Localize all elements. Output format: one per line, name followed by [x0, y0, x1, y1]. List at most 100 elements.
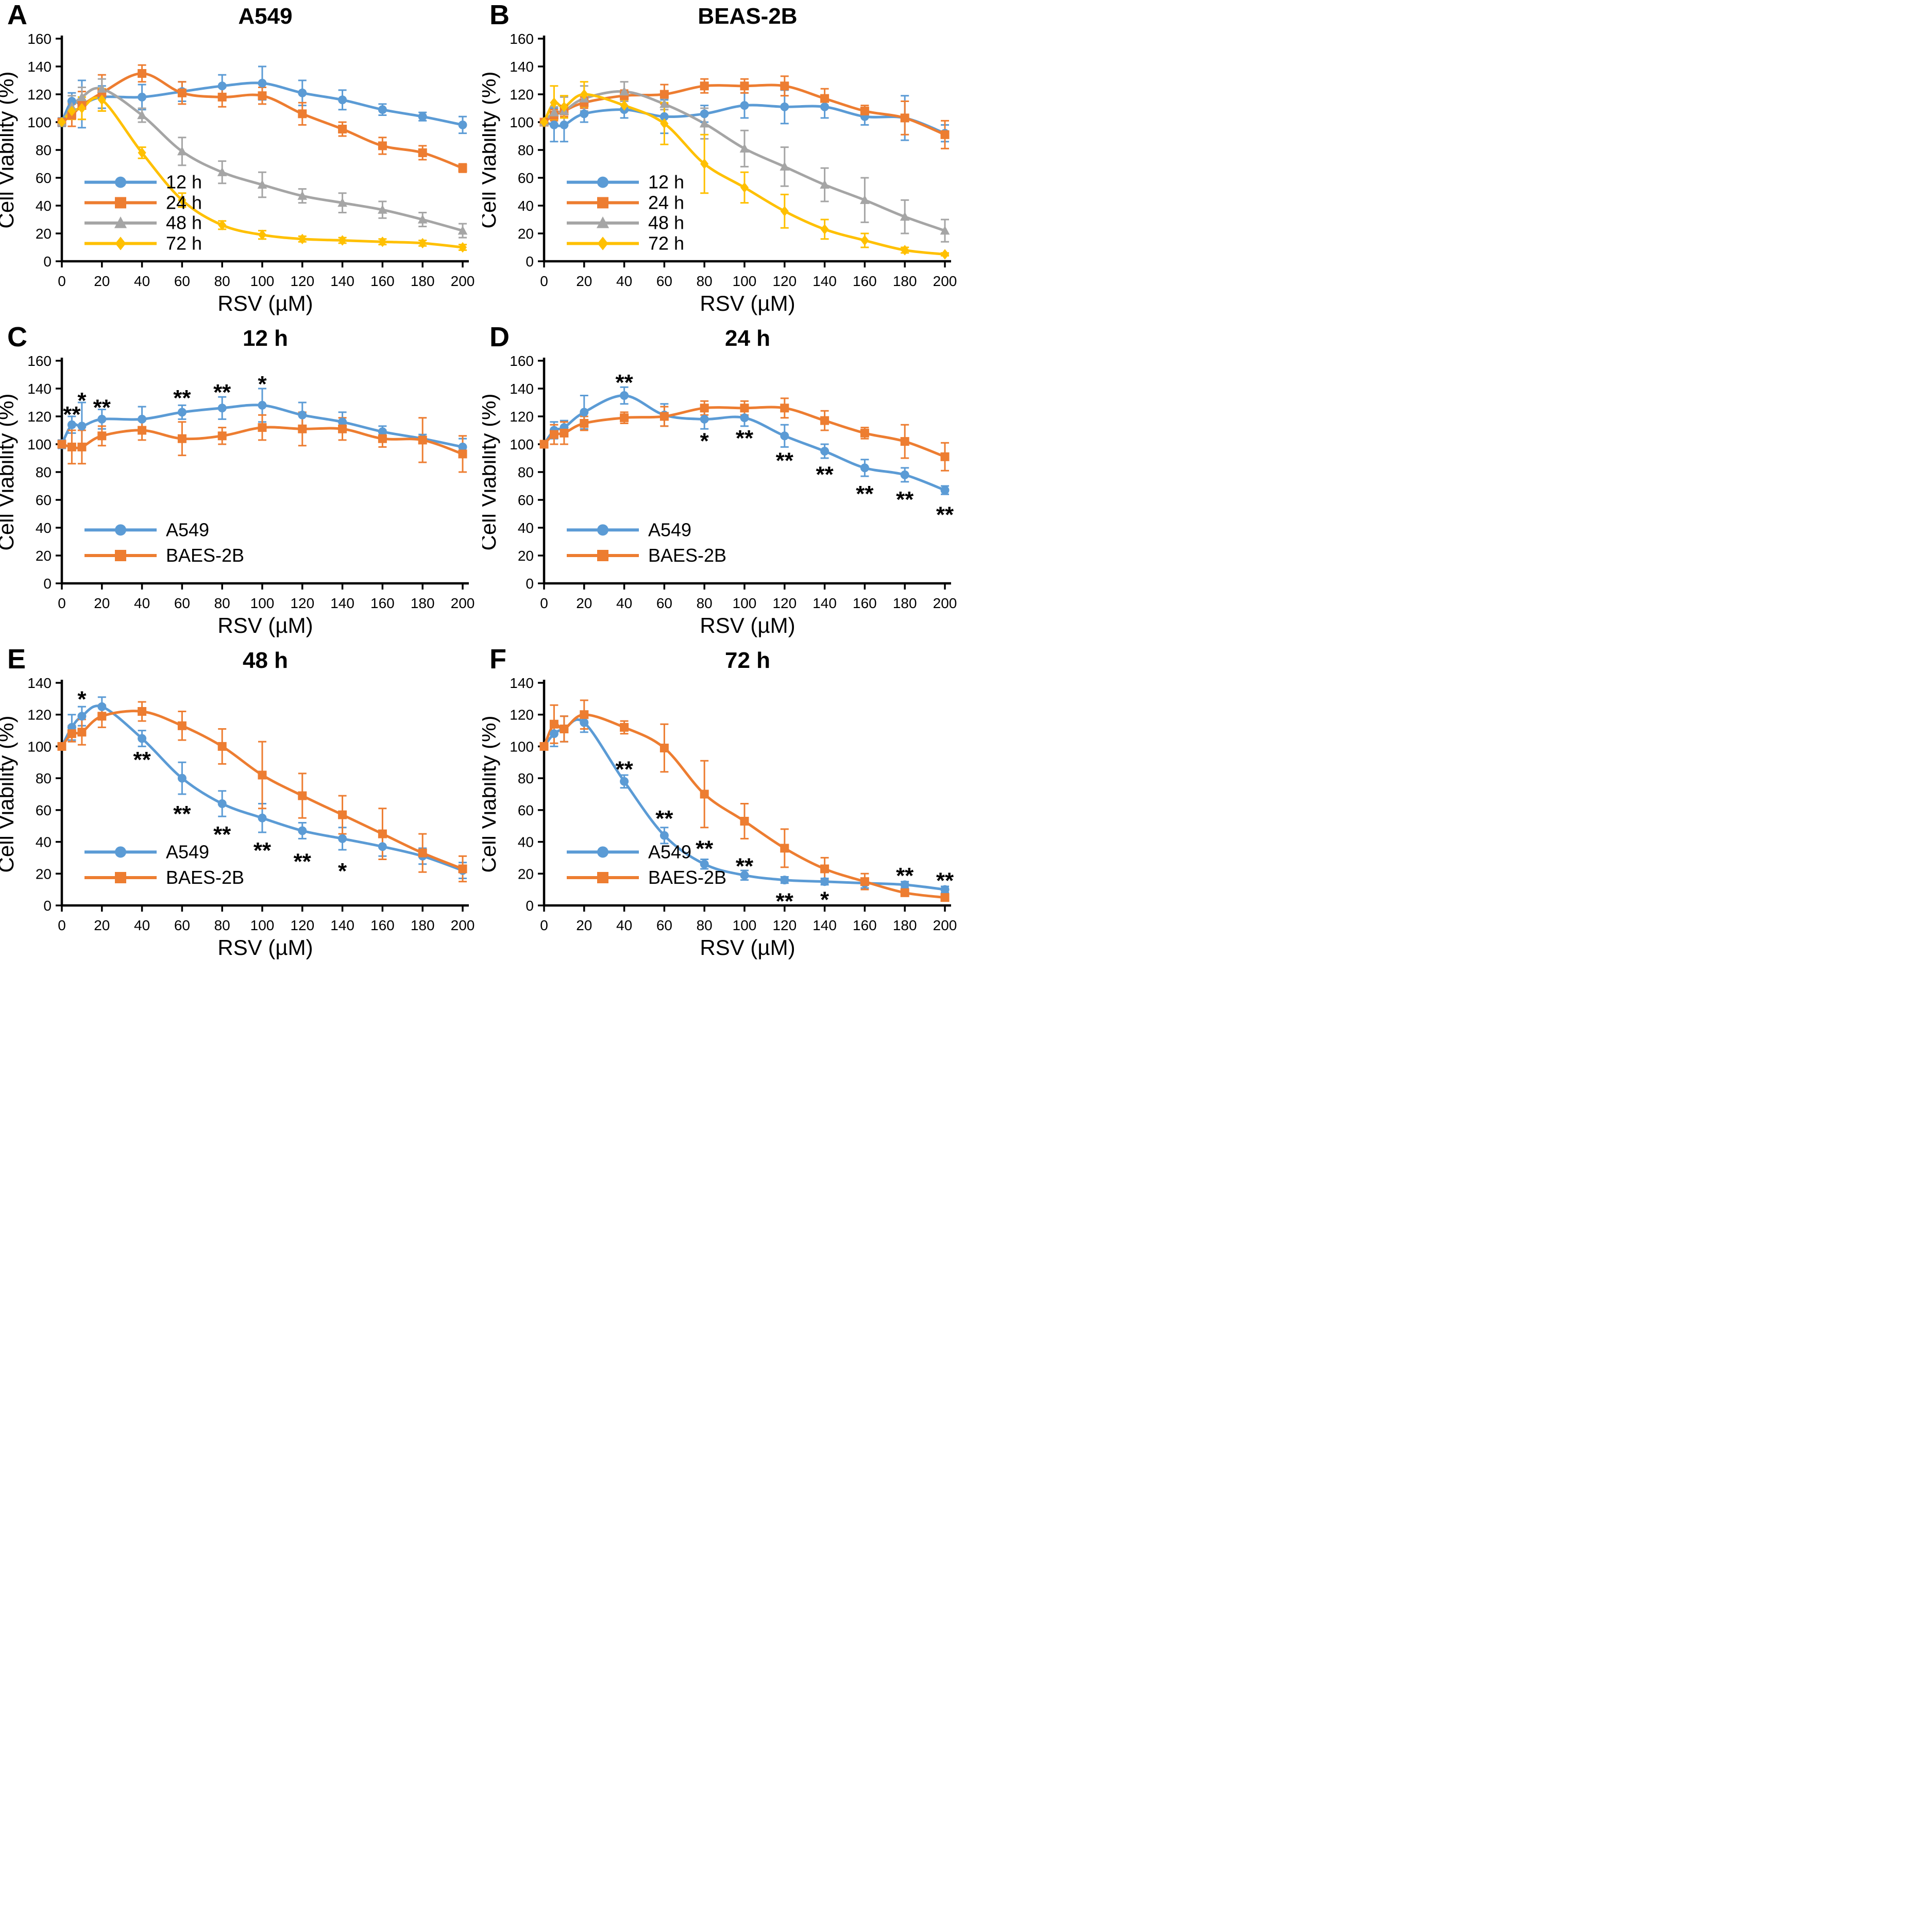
svg-text:0: 0	[43, 576, 52, 592]
svg-text:160: 160	[370, 917, 395, 933]
svg-text:140: 140	[27, 381, 52, 397]
svg-text:**: **	[736, 426, 754, 451]
svg-text:**: **	[936, 502, 954, 528]
svg-text:160: 160	[370, 273, 395, 289]
svg-text:**: **	[173, 385, 191, 411]
svg-text:80: 80	[214, 595, 230, 611]
svg-text:80: 80	[697, 595, 713, 611]
svg-text:**: **	[615, 370, 633, 395]
svg-text:100: 100	[250, 595, 275, 611]
svg-text:20: 20	[36, 226, 52, 242]
svg-text:40: 40	[134, 273, 150, 289]
svg-text:20: 20	[518, 866, 534, 882]
svg-text:0: 0	[43, 898, 52, 914]
svg-text:**: **	[696, 836, 714, 862]
svg-text:100: 100	[510, 436, 534, 452]
svg-text:60: 60	[518, 170, 534, 186]
svg-text:160: 160	[510, 31, 534, 47]
svg-text:**: **	[896, 863, 914, 888]
panel-letter: E	[7, 644, 26, 675]
svg-text:20: 20	[36, 866, 52, 882]
svg-text:A549: A549	[648, 841, 691, 862]
svg-text:80: 80	[518, 142, 534, 158]
panel-a549-timecourse: A A549 0 20 40 60 80 100 120 140 160 180 200 0 20 40 6…	[0, 0, 482, 322]
svg-text:**: **	[936, 868, 954, 894]
panel-24h-comparison: D 24 h 0 20 40 60 80 100 120 140 160 180 200 0 20 40 6…	[482, 322, 964, 644]
panel-letter: C	[7, 322, 27, 352]
svg-text:160: 160	[27, 31, 52, 47]
svg-text:BAES-2B: BAES-2B	[648, 867, 726, 888]
panel-12h-comparison: C 12 h 0 20 40 60 80 100 120 140 160 180 200 0 20 40 6…	[0, 322, 482, 644]
svg-text:180: 180	[893, 595, 917, 611]
svg-text:RSV (µM): RSV (µM)	[700, 613, 795, 637]
svg-text:12 h: 12 h	[648, 172, 684, 193]
svg-text:140: 140	[330, 917, 354, 933]
svg-text:**: **	[896, 487, 914, 512]
panel-title: 24 h	[724, 326, 771, 351]
svg-text:80: 80	[697, 917, 713, 933]
svg-text:40: 40	[518, 520, 534, 536]
svg-text:160: 160	[853, 595, 877, 611]
svg-text:40: 40	[616, 273, 632, 289]
svg-text:120: 120	[290, 273, 314, 289]
svg-text:120: 120	[27, 707, 52, 723]
svg-text:180: 180	[893, 273, 917, 289]
svg-text:180: 180	[411, 917, 435, 933]
svg-text:60: 60	[656, 917, 672, 933]
panel-title: 72 h	[724, 648, 771, 673]
svg-text:100: 100	[27, 114, 52, 130]
svg-text:**: **	[655, 806, 673, 831]
svg-text:40: 40	[36, 198, 52, 214]
svg-text:180: 180	[411, 595, 435, 611]
svg-text:**: **	[253, 838, 272, 863]
svg-text:12 h: 12 h	[166, 172, 202, 193]
svg-text:100: 100	[733, 595, 757, 611]
svg-text:48 h: 48 h	[648, 212, 684, 233]
svg-text:20: 20	[36, 548, 52, 564]
svg-text:RSV (µM): RSV (µM)	[700, 291, 795, 315]
svg-text:20: 20	[576, 595, 592, 611]
svg-text:RSV (µM): RSV (µM)	[217, 291, 313, 315]
svg-text:*: *	[820, 887, 829, 913]
svg-text:200: 200	[933, 917, 957, 933]
svg-text:80: 80	[36, 770, 52, 786]
panel-title: 48 h	[242, 648, 289, 673]
svg-text:120: 120	[27, 87, 52, 103]
svg-text:60: 60	[656, 273, 672, 289]
svg-text:80: 80	[697, 273, 713, 289]
svg-text:40: 40	[36, 834, 52, 850]
svg-text:60: 60	[36, 170, 52, 186]
svg-text:Cell Viability (%): Cell Viability (%)	[0, 716, 18, 873]
svg-text:80: 80	[36, 142, 52, 158]
svg-text:**: **	[856, 481, 874, 507]
svg-text:20: 20	[518, 226, 534, 242]
svg-text:BAES-2B: BAES-2B	[166, 867, 244, 888]
svg-text:140: 140	[812, 917, 837, 933]
svg-text:24 h: 24 h	[166, 192, 202, 213]
svg-text:**: **	[173, 801, 191, 827]
svg-text:**: **	[816, 462, 834, 487]
svg-text:100: 100	[510, 114, 534, 130]
svg-text:140: 140	[510, 59, 534, 75]
svg-text:200: 200	[933, 595, 957, 611]
svg-text:0: 0	[540, 917, 548, 933]
svg-text:**: **	[736, 854, 754, 879]
svg-text:80: 80	[518, 770, 534, 786]
svg-text:100: 100	[27, 436, 52, 452]
svg-text:140: 140	[27, 675, 52, 691]
svg-text:RSV (µM): RSV (µM)	[217, 613, 313, 637]
svg-text:*: *	[700, 429, 709, 454]
svg-text:**: **	[615, 757, 633, 782]
svg-text:60: 60	[518, 492, 534, 508]
panel-letter: F	[489, 644, 506, 675]
svg-text:20: 20	[576, 273, 592, 289]
svg-text:120: 120	[510, 87, 534, 103]
svg-text:80: 80	[214, 273, 230, 289]
svg-text:A549: A549	[166, 841, 209, 862]
svg-text:**: **	[213, 380, 231, 405]
svg-text:120: 120	[772, 917, 797, 933]
svg-text:0: 0	[58, 595, 66, 611]
svg-text:200: 200	[451, 595, 475, 611]
svg-text:120: 120	[772, 595, 797, 611]
svg-text:0: 0	[526, 254, 534, 270]
